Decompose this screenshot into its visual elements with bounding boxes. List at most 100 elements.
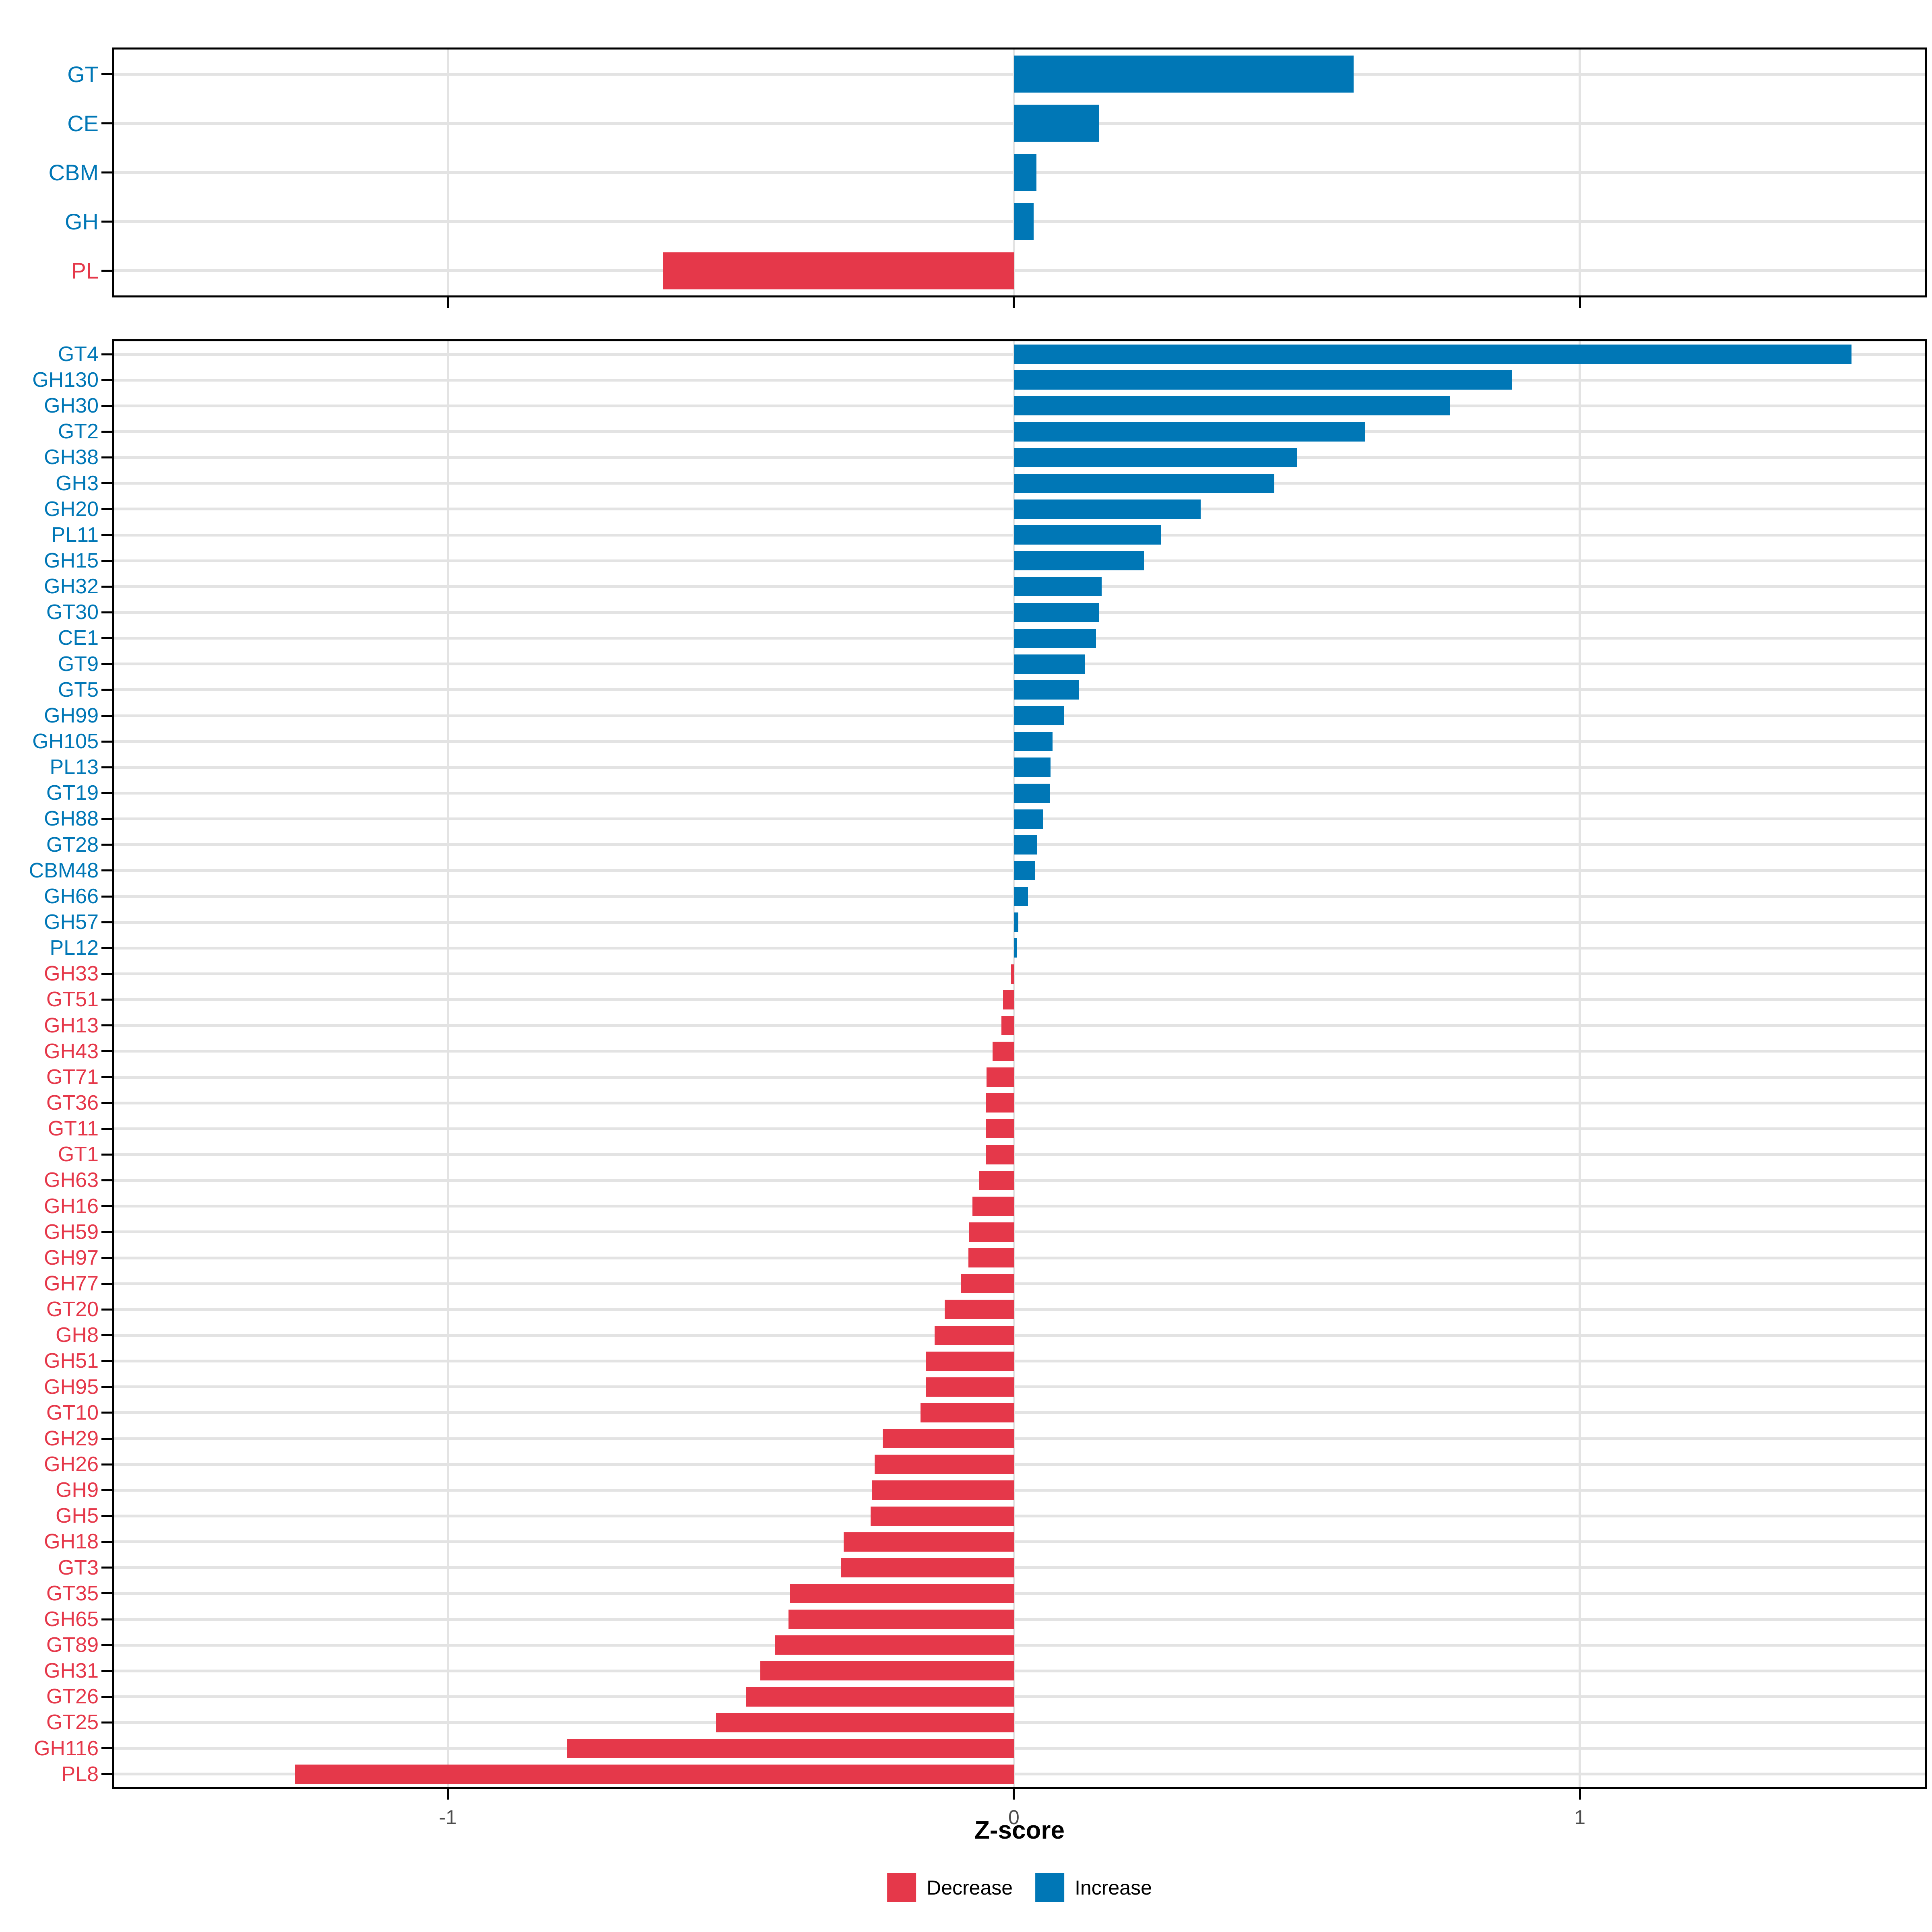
y-label-GH16: GH16: [44, 1194, 99, 1218]
y-label-GH77: GH77: [44, 1272, 99, 1295]
y-tick-GH30: [101, 405, 112, 407]
y-label-GH99: GH99: [44, 704, 99, 727]
bar-CE1: [1013, 628, 1096, 648]
x-tick-0: [1013, 1789, 1015, 1800]
row-gridline-GT3: [114, 1566, 1925, 1569]
bar-GH31: [760, 1661, 1014, 1681]
y-label-GH38: GH38: [44, 446, 99, 469]
x-tick-label--1: -1: [439, 1806, 457, 1829]
bar-GT28: [1013, 835, 1037, 855]
y-tick-GH95: [101, 1386, 112, 1388]
row-gridline-GH97: [114, 1256, 1925, 1259]
y-tick-GH43: [101, 1050, 112, 1053]
bar-GH88: [1013, 809, 1043, 829]
y-label-GH130: GH130: [32, 368, 99, 392]
y-tick-GT1: [101, 1154, 112, 1156]
y-tick-GT25: [101, 1721, 112, 1724]
bar-PL11: [1013, 525, 1161, 545]
y-tick-GH15: [101, 559, 112, 562]
bar-GT3: [840, 1558, 1014, 1577]
y-tick-PL11: [101, 534, 112, 536]
legend-label-increase: Increase: [1075, 1876, 1152, 1899]
y-tick-GH29: [101, 1437, 112, 1440]
y-label-GT20: GT20: [46, 1298, 99, 1321]
row-gridline-GT89: [114, 1643, 1925, 1647]
y-tick-GT28: [101, 844, 112, 846]
y-label-GH3: GH3: [56, 471, 99, 495]
bar-GH95: [925, 1377, 1014, 1397]
row-gridline-PL8: [114, 1773, 1925, 1776]
bar-GT89: [775, 1635, 1014, 1655]
x-gridline--1: [446, 341, 449, 1787]
bar-GH32: [1013, 577, 1102, 597]
y-tick-GH88: [101, 818, 112, 820]
y-tick-GH116: [101, 1747, 112, 1750]
y-tick-PL12: [101, 947, 112, 949]
y-label-GT71: GT71: [46, 1065, 99, 1089]
row-gridline-GH13: [114, 1024, 1925, 1027]
y-tick-GH26: [101, 1463, 112, 1466]
y-label-GH116: GH116: [34, 1736, 99, 1760]
bar-GT: [1013, 56, 1354, 93]
y-tick-GT3: [101, 1567, 112, 1569]
y-tick-GH51: [101, 1360, 112, 1362]
y-tick-GH8: [101, 1334, 112, 1336]
bar-GT71: [987, 1067, 1014, 1087]
y-tick-GT4: [101, 353, 112, 355]
y-tick-GT11: [101, 1127, 112, 1130]
row-gridline-GH31: [114, 1669, 1925, 1672]
y-label-GT25: GT25: [46, 1711, 99, 1734]
y-tick-GH16: [101, 1205, 112, 1208]
y-label-GH95: GH95: [44, 1375, 99, 1399]
row-gridline-GH43: [114, 1050, 1925, 1053]
bar-GH43: [992, 1041, 1014, 1061]
y-label-GT26: GT26: [46, 1685, 99, 1709]
decrease-swatch-icon: [887, 1873, 916, 1902]
y-label-CBM: CBM: [48, 159, 99, 185]
bar-PL8: [295, 1764, 1014, 1784]
bar-GT2: [1013, 422, 1365, 442]
x-axis-title: Z-score: [974, 1816, 1065, 1844]
x-tick--1: [447, 297, 449, 308]
y-label-GH88: GH88: [44, 807, 99, 831]
bar-GH65: [788, 1610, 1014, 1629]
y-label-GT30: GT30: [46, 601, 99, 624]
bar-GT11: [986, 1119, 1014, 1139]
row-gridline-GH95: [114, 1385, 1925, 1389]
y-label-GH59: GH59: [44, 1220, 99, 1244]
y-tick-GH20: [101, 508, 112, 510]
x-tick-1: [1579, 297, 1581, 308]
y-label-CE: CE: [67, 110, 99, 136]
row-gridline-GT26: [114, 1695, 1925, 1698]
bar-GH: [1013, 203, 1034, 240]
y-tick-GH3: [101, 482, 112, 485]
row-gridline-GT51: [114, 998, 1925, 1001]
y-tick-GH9: [101, 1489, 112, 1491]
y-label-GH57: GH57: [44, 910, 99, 934]
y-tick-GH32: [101, 585, 112, 588]
row-gridline-GH9: [114, 1488, 1925, 1492]
increase-swatch-icon: [1035, 1873, 1065, 1902]
row-gridline-GH8: [114, 1334, 1925, 1337]
y-tick-GH31: [101, 1670, 112, 1672]
y-label-GT2: GT2: [58, 420, 99, 444]
y-tick-GH105: [101, 740, 112, 743]
legend-label-decrease: Decrease: [927, 1876, 1013, 1899]
y-label-GT3: GT3: [58, 1556, 99, 1579]
bar-GT4: [1013, 345, 1852, 364]
class-panel: [112, 47, 1927, 297]
legend-entry-increase: Increase: [1035, 1873, 1152, 1902]
row-gridline-GH18: [114, 1540, 1925, 1544]
bar-CE: [1013, 105, 1099, 142]
y-label-GH43: GH43: [44, 1039, 99, 1063]
bar-PL12: [1013, 938, 1018, 958]
y-label-GT5: GT5: [58, 678, 99, 702]
bar-GH16: [972, 1196, 1014, 1216]
y-tick-GT9: [101, 663, 112, 665]
bar-GH105: [1013, 732, 1053, 751]
y-tick-GH13: [101, 1024, 112, 1027]
y-tick-GH5: [101, 1515, 112, 1517]
y-tick-PL: [101, 270, 112, 272]
bar-GH29: [882, 1429, 1014, 1449]
